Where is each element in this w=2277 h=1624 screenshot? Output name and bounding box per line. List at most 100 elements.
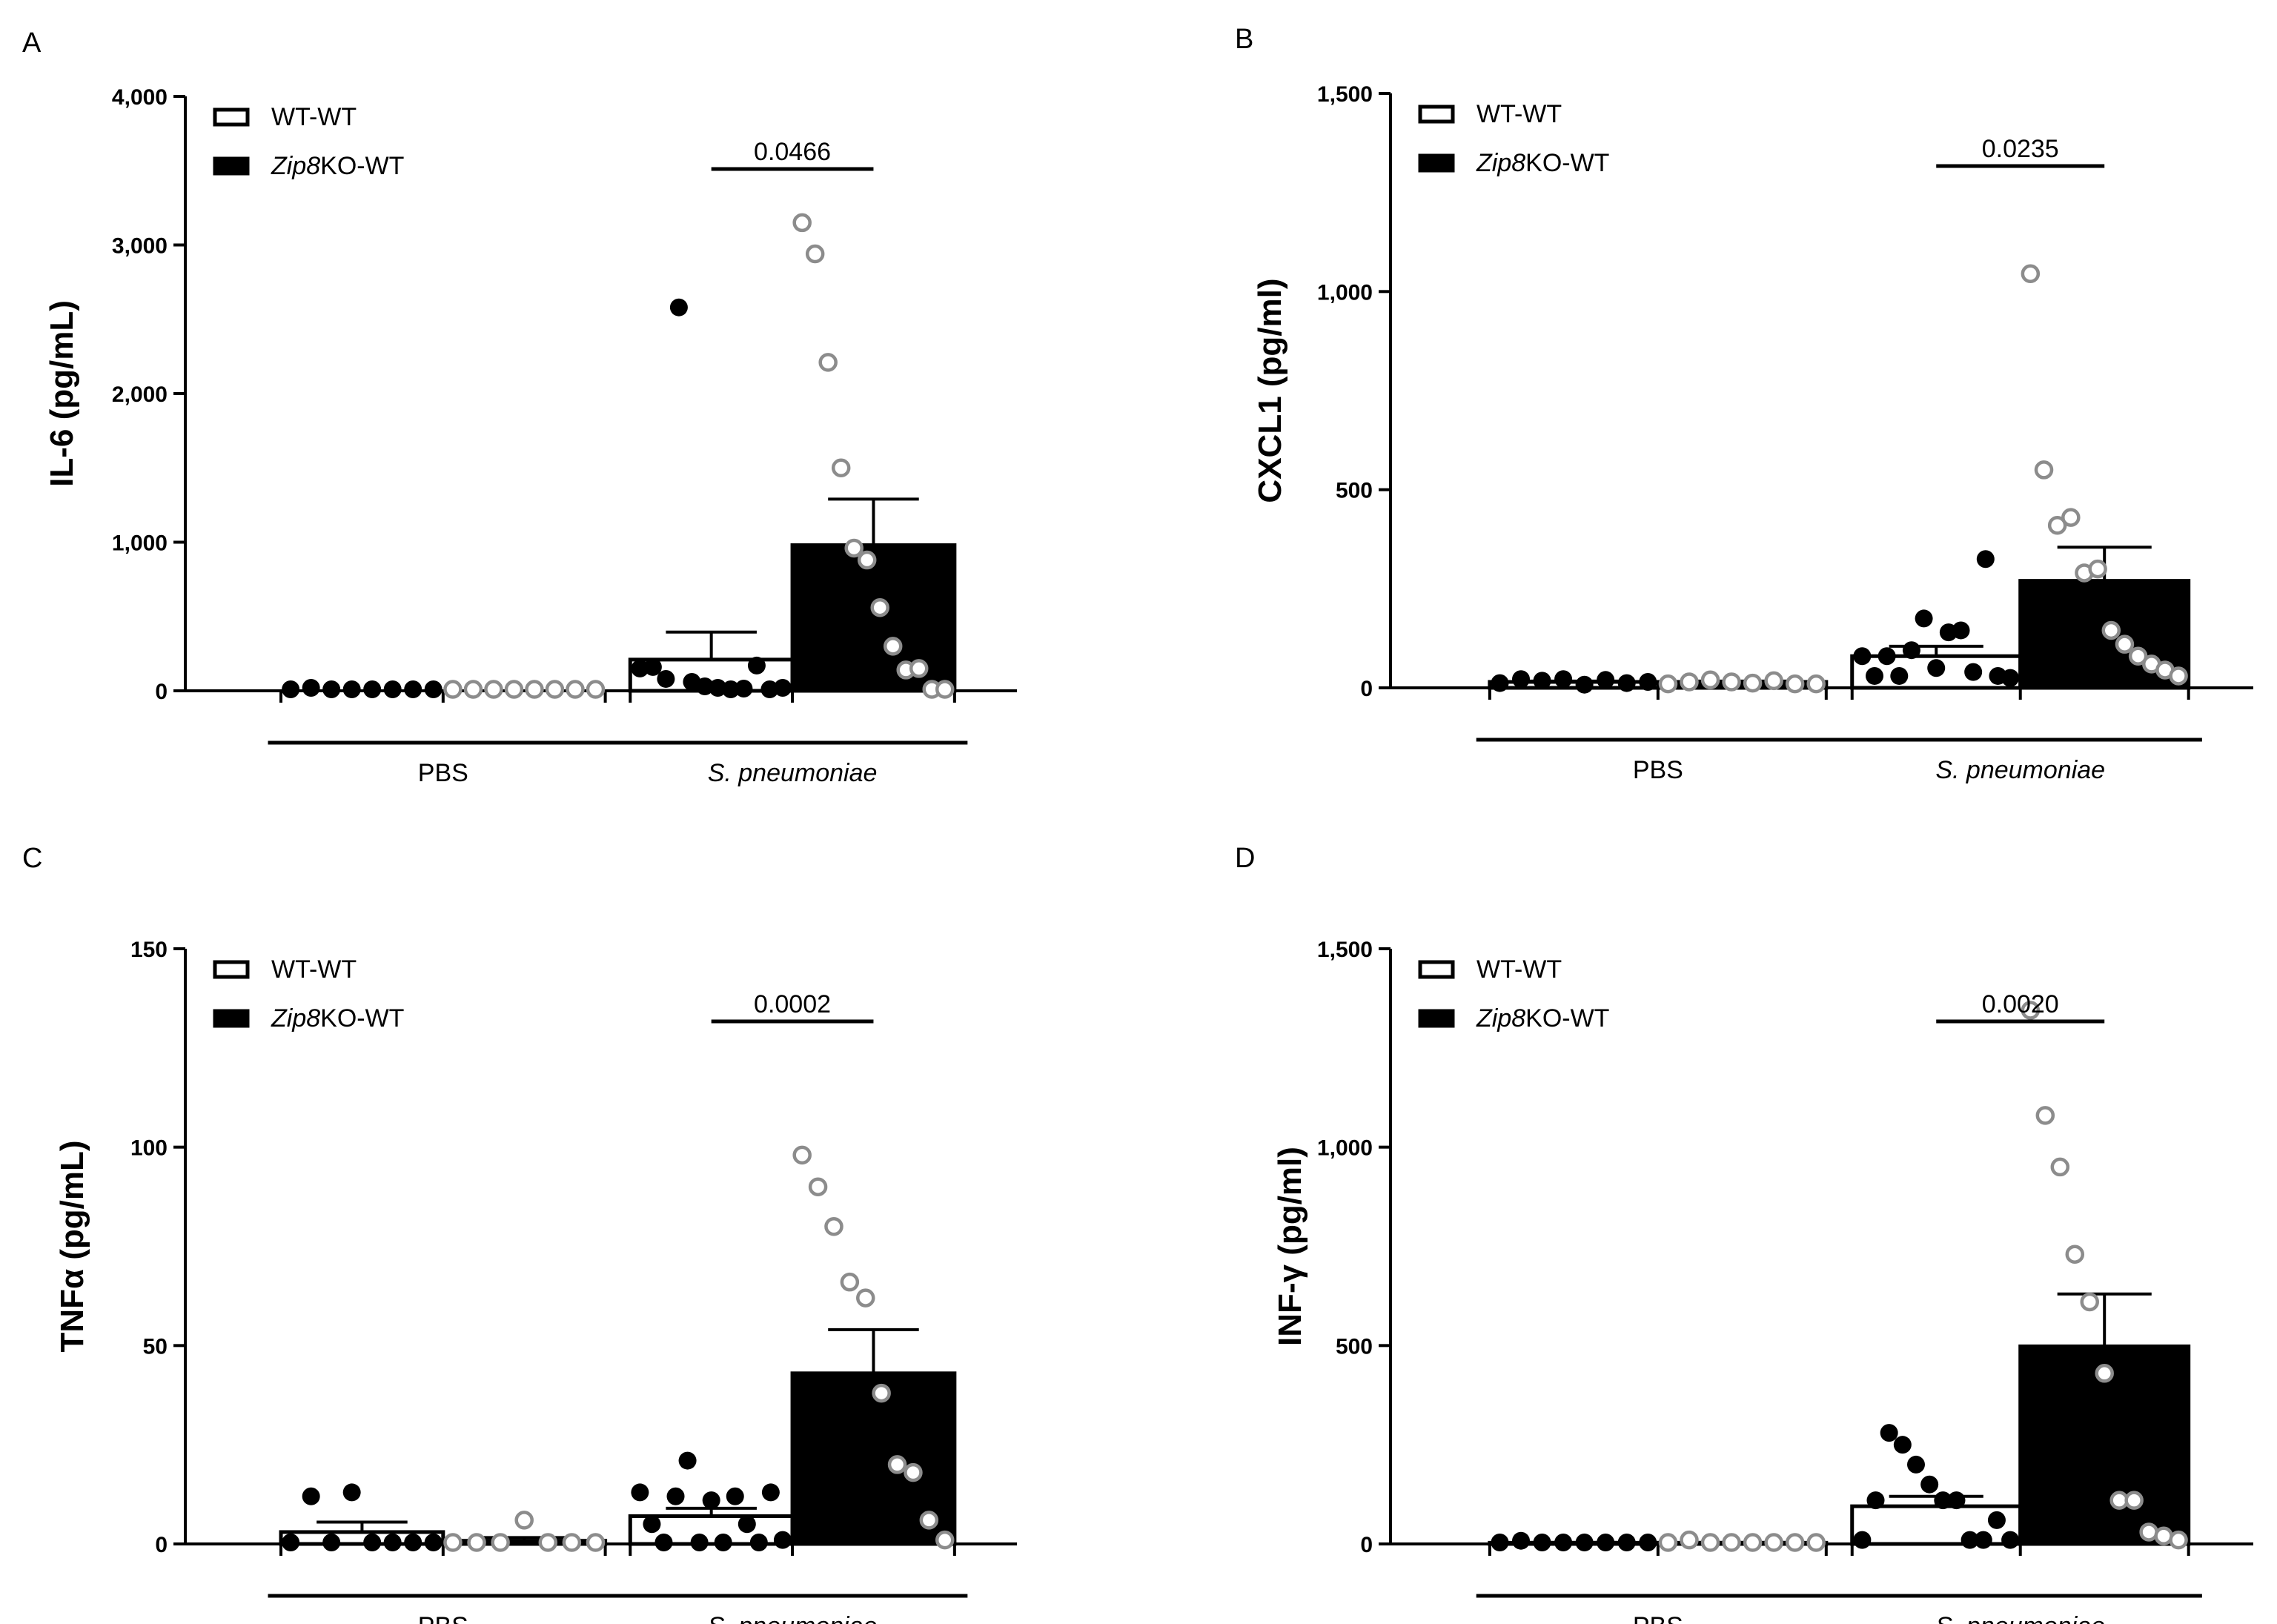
panel-letter: C [22,843,42,874]
p-value-label: 0.0020 [1982,990,2059,1018]
ko-data-point [2050,1157,2070,1177]
wt-data-point [1866,1491,1885,1510]
ko-data-point [491,1533,510,1552]
ko-data-point [2021,1001,2041,1020]
wt-data-point [383,1534,402,1551]
wt-data-point [761,1483,780,1502]
ko-data-point [904,1462,923,1482]
p-value-label: 0.0235 [1982,135,2059,163]
y-tick-label: 50 [143,1334,168,1359]
ko-data-point [919,1511,939,1530]
ko-data-point [566,680,585,699]
ko-data-point [1764,671,1783,691]
wt-data-point [1639,672,1657,691]
legend-label-ko-rest: KO-WT [1525,149,1609,177]
ko-data-point [792,1145,812,1165]
legend-label-ko: Zip8KO-WT [1476,149,1609,177]
wt-data-point [1853,647,1872,666]
ko-data-point [2128,646,2148,666]
wt-data-point [631,659,649,677]
ko-data-point [808,1177,828,1196]
wt-data-point [1893,1436,1912,1454]
ko-data-point [870,597,889,617]
wt-data-point [1639,1534,1657,1551]
legend-label-ko-italic: Zip8 [1476,149,1525,177]
group-label: S. pneumoniae [708,1612,878,1624]
wt-data-point [773,1531,792,1549]
ko-data-point [2061,508,2081,527]
wt-data-point [322,1534,341,1551]
ko-data-point [463,680,483,699]
wt-data-point [678,1451,697,1470]
wt-data-point [1890,666,1909,685]
y-tick-label: 0 [155,1533,168,1557]
ko-data-point [525,680,544,699]
wt-data-point [695,677,714,695]
legend-swatch-wt [1418,960,1455,979]
wt-data-point [749,1534,768,1551]
ko-data-point [887,1455,907,1474]
ko-data-point [586,680,606,699]
legend-label-ko: Zip8KO-WT [271,1004,404,1033]
wt-data-point [342,1483,361,1502]
ko-data-point [2115,634,2135,654]
panel-letter: A [22,27,42,59]
p-value-label: 0.0466 [754,138,831,166]
legend-label-ko-italic: Zip8 [1476,1004,1525,1033]
ko-data-point [805,244,825,264]
ko-data-point [2124,1491,2144,1510]
panel-layer: A 0 1,000 2,000 3,000 4,000 IL-6 (pg/mL) PBS S. … [22,24,2253,1624]
ko-data-point [1785,674,1805,694]
y-tick-label: 1,500 [1317,82,1373,107]
ko-data-point [792,213,812,233]
p-value-label: 0.0002 [754,990,831,1018]
group-label: S. pneumoniae [1935,756,2105,784]
ko-data-point [538,1533,558,1552]
ko-data-point [1680,1530,1699,1550]
y-tick-label: 1,500 [1317,938,1373,962]
group-label: PBS [418,759,468,787]
wt-data-point [404,680,422,698]
wt-data-point [735,679,753,697]
wt-data-point [1512,1531,1531,1550]
wt-data-point [1533,1534,1551,1551]
legend-label-ko-rest: KO-WT [1525,1004,1609,1033]
wt-data-point [726,1487,744,1505]
ko-data-point [1743,1533,1763,1552]
legend-label-wt: WT-WT [1476,955,1562,984]
ko-data-point [586,1533,606,1552]
y-tick-label: 2,000 [112,382,168,407]
wt-data-point [363,680,382,698]
ko-data-point [883,637,903,656]
ko-data-point [562,1533,582,1552]
wt-data-point [1491,1534,1509,1551]
wt-data-point [1934,1491,1952,1510]
wt-data-point [363,1534,382,1551]
wt-data-point [302,678,320,697]
wt-data-point [1920,1475,1939,1494]
y-axis-label: CXCL1 (pg/ml) [1252,278,1288,503]
legend-label-wt: WT-WT [1476,100,1562,128]
y-tick-label: 0 [1360,1533,1373,1557]
wt-data-point [747,656,766,675]
legend-swatch-wt [213,960,250,979]
ko-data-point [1785,1533,1805,1552]
y-axis-label: INF-γ (pg/ml) [1272,1147,1308,1346]
ko-data-point [1700,670,1720,690]
wt-data-point [1952,621,1970,640]
wt-data-point [322,680,341,698]
legend-swatch-ko [213,156,250,176]
ko-data-point [1806,674,1826,694]
ko-data-point [1722,1533,1741,1552]
ko-data-point [1658,674,1678,694]
panel-c: C 0 50 100 150 TNFα (pg/mL) PBS S. pneumoniae 0.… [22,843,1017,1624]
wt-data-point [1617,1534,1636,1551]
ko-data-point [935,1530,955,1550]
wt-data-point [1880,1424,1898,1442]
wt-data-point [714,1534,732,1551]
ko-data-point [504,680,524,699]
legend-swatch-ko [1418,153,1455,173]
wt-data-point [690,1534,709,1551]
ko-data-point [1722,672,1741,692]
wt-data-point [1964,663,1983,681]
